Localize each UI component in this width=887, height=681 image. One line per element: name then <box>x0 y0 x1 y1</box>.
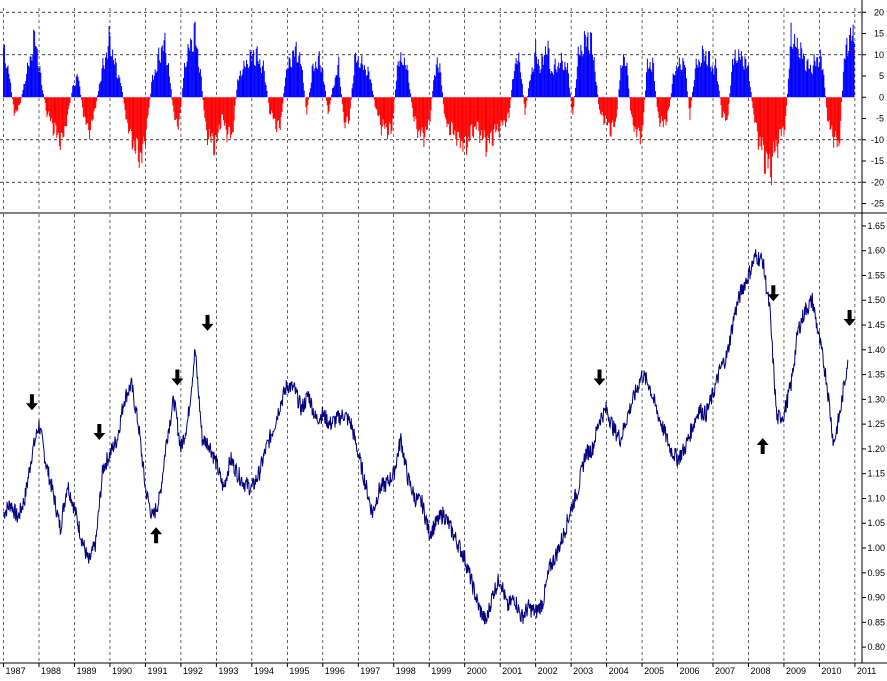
time-x-tick-label: 2000 <box>467 666 487 676</box>
time-x-tick-label: 2004 <box>609 666 629 676</box>
arrow-down-icon <box>93 423 106 440</box>
oscillator-y-tick-label: -15 <box>871 156 884 166</box>
time-x-tick-label: 2007 <box>715 666 735 676</box>
time-x-tick-label: 1987 <box>6 666 26 676</box>
oscillator-y-tick-label: 5 <box>879 71 884 81</box>
oscillator-y-tick-label: 10 <box>874 50 884 60</box>
price-y-tick-label: 1.40 <box>867 345 885 355</box>
signal-arrows <box>25 285 856 544</box>
oscillator-y-tick-label: -5 <box>876 114 884 124</box>
time-x-tick-label: 1994 <box>254 666 274 676</box>
price-y-tick-label: 1.05 <box>867 518 885 528</box>
price-y-tick-label: 1.65 <box>867 221 885 231</box>
price-y-tick-label: 1.15 <box>867 469 885 479</box>
price-y-tick-label: 1.55 <box>867 270 885 280</box>
time-x-tick-label: 2001 <box>502 666 522 676</box>
time-x-tick-label: 1988 <box>41 666 61 676</box>
price-y-tick-label: 1.00 <box>867 543 885 553</box>
oscillator-y-tick-label: 20 <box>874 7 884 17</box>
time-x-tick-label: 1989 <box>76 666 96 676</box>
time-x-ticks: 1987 1988 1989 1990 1991 1992 1993 1994 1995 1996… <box>3 663 876 676</box>
arrow-down-icon <box>593 369 606 386</box>
time-x-tick-label: 1995 <box>289 666 309 676</box>
oscillator-y-tick-label: -20 <box>871 177 884 187</box>
price-y-tick-label: 1.10 <box>867 493 885 503</box>
time-x-tick-label: 1991 <box>147 666 167 676</box>
price-y-tick-label: 0.90 <box>867 593 885 603</box>
price-y-tick-label: 1.45 <box>867 320 885 330</box>
price-y-tick-label: 1.35 <box>867 370 885 380</box>
price-y-tick-label: 1.60 <box>867 246 885 256</box>
price-y-tick-label: 1.50 <box>867 295 885 305</box>
oscillator-y-tick-label: -25 <box>871 199 884 209</box>
arrow-up-icon <box>150 527 163 544</box>
price-y-tick-label: 0.80 <box>867 642 885 652</box>
price-y-tick-label: 1.25 <box>867 419 885 429</box>
arrow-down-icon <box>171 369 184 386</box>
time-x-tick-label: 2009 <box>786 666 806 676</box>
time-x-tick-label: 2011 <box>857 666 876 676</box>
price-gridlines <box>3 214 856 663</box>
time-x-tick-label: 1992 <box>183 666 203 676</box>
time-x-tick-label: 1999 <box>431 666 451 676</box>
time-x-tick-label: 2003 <box>573 666 593 676</box>
oscillator-y-ticks: 20 15 10 5 0 -5 -10 -15 -20 -25 <box>862 7 884 209</box>
price-y-tick-label: 1.20 <box>867 444 885 454</box>
price-y-ticks: 1.65 1.60 1.55 1.50 1.45 1.40 1.35 1.30 1.25 1.20… <box>862 221 885 652</box>
time-x-tick-label: 1993 <box>218 666 238 676</box>
price-y-tick-label: 0.95 <box>867 568 885 578</box>
arrow-down-icon <box>25 394 38 411</box>
oscillator-bars <box>3 21 855 186</box>
price-line <box>3 249 849 625</box>
oscillator-panel: 20 15 10 5 0 -5 -10 -15 -20 -25 <box>0 0 884 213</box>
time-x-tick-label: 1990 <box>112 666 132 676</box>
time-x-tick-label: 2002 <box>538 666 558 676</box>
time-x-tick-label: 2008 <box>750 666 770 676</box>
oscillator-y-tick-label: 0 <box>879 92 884 102</box>
time-x-tick-label: 2006 <box>680 666 700 676</box>
time-x-tick-label: 2005 <box>644 666 664 676</box>
oscillator-y-tick-label: -10 <box>871 135 884 145</box>
oscillator-y-tick-label: 15 <box>874 29 884 39</box>
price-panel: 1.65 1.60 1.55 1.50 1.45 1.40 1.35 1.30 1.25 1.20… <box>0 213 887 676</box>
arrow-down-icon <box>201 314 214 331</box>
arrow-up-icon <box>756 438 769 455</box>
price-y-tick-label: 0.85 <box>867 617 885 627</box>
time-x-tick-label: 1996 <box>325 666 345 676</box>
time-x-tick-label: 1998 <box>396 666 416 676</box>
time-x-tick-label: 2010 <box>821 666 841 676</box>
time-x-tick-label: 1997 <box>360 666 380 676</box>
arrow-down-icon <box>767 285 780 302</box>
price-y-tick-label: 1.30 <box>867 394 885 404</box>
arrow-down-icon <box>843 309 856 326</box>
